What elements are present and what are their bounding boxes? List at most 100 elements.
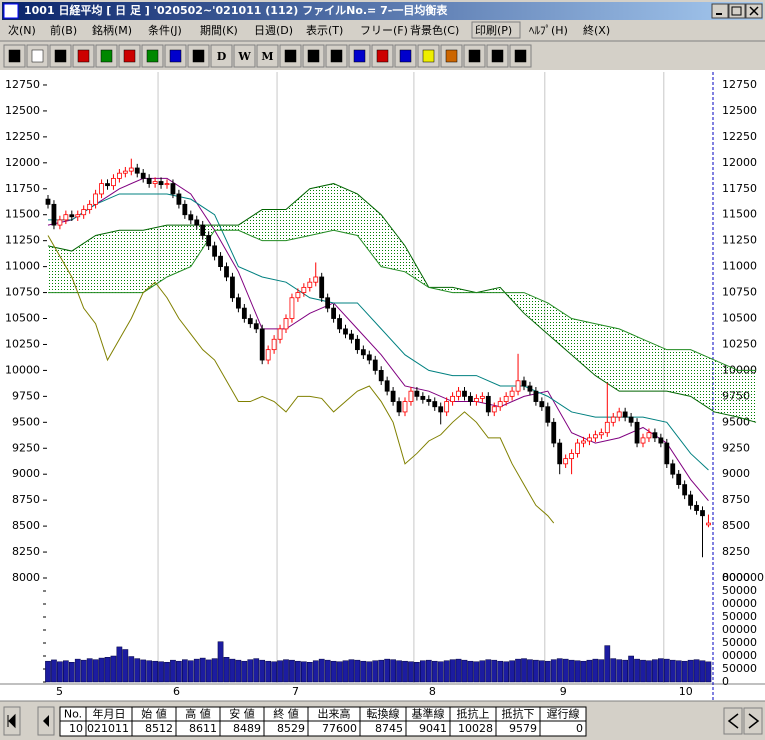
toolbar-icon [54, 49, 67, 63]
volume-bar [586, 659, 593, 683]
volume-bar [384, 658, 390, 683]
candle-body [462, 390, 467, 397]
candle-body [551, 421, 557, 444]
toolbar-label: W [237, 50, 251, 63]
table-header: 遅行線 [547, 707, 580, 721]
scroll-right[interactable] [743, 707, 763, 735]
volume-bar [223, 657, 230, 683]
toolbar-icon [330, 49, 343, 63]
toolbar-icon [399, 49, 412, 63]
indicator-line [47, 177, 709, 501]
candle-body [456, 390, 461, 397]
menu-item[interactable]: 次(N) [8, 23, 36, 37]
volume-bar [533, 659, 539, 683]
candle-body [444, 401, 450, 413]
y-tick-label-right: 9000 [722, 467, 750, 480]
toolbar-button[interactable] [233, 44, 256, 68]
y-tick-label: 11000 [5, 260, 40, 273]
maximize-button[interactable] [728, 3, 746, 19]
volume-bar [211, 658, 218, 683]
volume-bar [164, 661, 170, 683]
table-header: 転換線 [367, 707, 400, 721]
volume-bar [74, 658, 81, 683]
volume-bar [515, 658, 521, 683]
volume-bar [485, 659, 492, 683]
y-tick-label: 11500 [5, 208, 40, 221]
candle-body [354, 338, 360, 351]
menu-item[interactable]: 表示(T) [306, 23, 343, 37]
candle-body [75, 214, 81, 218]
y-tick-label: 8750 [12, 493, 40, 506]
volume-bar [461, 659, 468, 683]
volume-bar [372, 660, 379, 683]
volume-bar [336, 661, 343, 683]
candle-body [259, 328, 265, 361]
volume-bar [360, 660, 367, 683]
candle-body [450, 395, 456, 402]
candle-body [140, 172, 146, 179]
candle-body [170, 183, 176, 195]
candle-body [283, 318, 289, 330]
volume-bar [348, 659, 355, 683]
toolbar-button[interactable] [210, 44, 233, 68]
menu-item[interactable]: 印刷(P) [475, 24, 512, 37]
volume-bar [616, 659, 623, 683]
volume-bar [199, 657, 206, 683]
table-cell: 8611 [189, 722, 217, 735]
volume-bar [324, 659, 331, 683]
candle-body [676, 473, 682, 485]
menu-item[interactable]: ﾍﾙﾌﾟ(H) [529, 24, 568, 37]
volume-bar [271, 661, 277, 683]
plot-area [45, 158, 757, 558]
volume-bar [544, 660, 551, 683]
candle-body [295, 292, 301, 299]
candle-body [188, 214, 194, 221]
minimize-button[interactable] [711, 3, 729, 19]
candle-body [319, 276, 325, 299]
menu-item[interactable]: 前(B) [50, 23, 77, 37]
toolbar-button[interactable] [256, 44, 279, 68]
menu-item[interactable]: 背景色(C) [410, 23, 459, 37]
volume-tick-label: 50000 [722, 662, 757, 675]
toolbar-icon [353, 49, 366, 63]
menu-item[interactable]: 期間(K) [200, 24, 238, 37]
candle-body [593, 434, 598, 439]
y-tick-label: 9750 [12, 389, 40, 402]
volume-bar [503, 661, 509, 683]
y-tick-label-right: 10250 [722, 337, 757, 350]
y-tick-label: 9000 [12, 467, 40, 480]
volume-bar [628, 655, 634, 683]
table-cell: 77600 [322, 722, 357, 735]
toolbar-icon [422, 49, 435, 63]
y-tick-label: 10500 [5, 312, 40, 325]
candle-body [331, 307, 337, 319]
menu-item[interactable]: 日週(D) [254, 24, 293, 37]
menu-item[interactable]: 終(X) [583, 23, 610, 37]
candle-body [700, 510, 705, 517]
menu-item[interactable]: 条件(J) [148, 23, 182, 37]
table-header: 基準線 [412, 707, 445, 721]
candle-body [158, 181, 164, 186]
candle-body [194, 219, 200, 226]
indicator-line [47, 183, 757, 423]
volume-bar [283, 659, 289, 683]
table-header: 出来高 [318, 707, 351, 721]
table-cell: 9579 [509, 722, 537, 735]
volume-bar [134, 658, 141, 683]
y-tick-label: 10000 [5, 363, 40, 376]
candle-body [63, 214, 69, 221]
candle-body [473, 398, 479, 402]
scroll-left[interactable] [723, 707, 743, 735]
volume-bar [318, 658, 325, 683]
candle-body [200, 224, 206, 236]
candle-body [628, 416, 634, 423]
y-tick-label-right: 8000 [722, 571, 750, 584]
menu-item[interactable]: フリー(F) [360, 24, 408, 37]
month-label: 7 [292, 685, 299, 698]
volume-bar [217, 641, 224, 683]
candle-body [581, 440, 586, 444]
indicator-line [47, 235, 555, 524]
menu-item[interactable]: 銘柄(M) [92, 23, 132, 37]
candle-body [479, 395, 485, 399]
candle-body [604, 421, 610, 434]
